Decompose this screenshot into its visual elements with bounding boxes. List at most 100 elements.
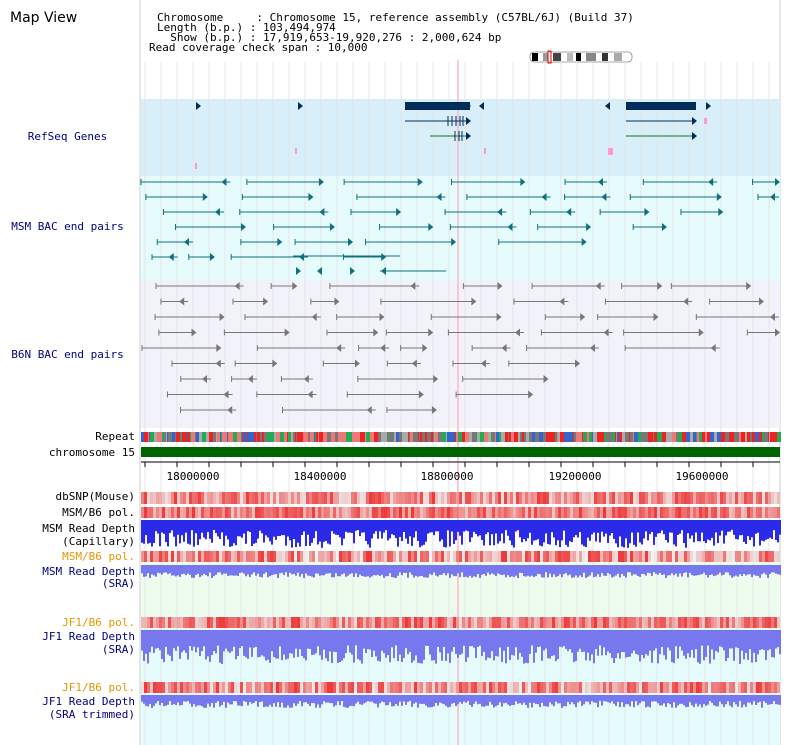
snp-density-cell: [483, 682, 486, 693]
read-depth-bar: [237, 565, 239, 577]
track-label-msm-depth-sra[interactable]: MSM Read Depth: [42, 565, 135, 578]
snp-density-cell: [690, 507, 693, 518]
track-label-dbsnp[interactable]: dbSNP(Mouse): [55, 490, 135, 503]
read-depth-bar: [429, 695, 431, 708]
snp-density-cell: [519, 492, 522, 504]
track-label-b6n-bac[interactable]: B6N BAC end pairs: [11, 348, 124, 361]
read-depth-bar: [745, 565, 747, 576]
read-depth-bar: [739, 695, 741, 701]
read-depth-bar: [305, 520, 307, 546]
read-depth-bar: [561, 695, 563, 708]
read-depth-bar: [521, 565, 523, 574]
repeat-track[interactable]: [141, 432, 781, 442]
gene-arrow: [466, 102, 471, 110]
track-label-jf1-depth-trim[interactable]: JF1 Read Depth: [42, 695, 135, 708]
read-depth-bar: [281, 565, 283, 573]
read-depth-bar: [539, 565, 541, 575]
snp-density-cell: [372, 617, 375, 628]
snp-density-cell: [663, 617, 666, 628]
track-label-msm-b6-pol-2[interactable]: MSM/B6 pol.: [62, 550, 135, 563]
snp-density-cell: [246, 492, 249, 504]
snp-density-cell: [597, 617, 600, 628]
read-depth-bar: [755, 695, 757, 706]
snp-density-cell: [339, 507, 342, 518]
repeat-segment: [725, 432, 729, 442]
read-depth-bar: [713, 520, 715, 546]
snp-density-cell: [735, 617, 738, 628]
read-depth-bar: [275, 520, 277, 540]
snp-density-cell: [723, 617, 726, 628]
snp-density-cell: [396, 492, 399, 504]
track-label-repeat[interactable]: Repeat: [95, 430, 135, 443]
track-label-refseq[interactable]: RefSeq Genes: [27, 130, 108, 143]
read-depth-bar: [517, 630, 519, 660]
read-depth-bar: [675, 520, 677, 547]
bac-end-arrow: [589, 344, 595, 352]
read-depth-bar: [233, 565, 235, 576]
repeat-segment: [469, 432, 472, 442]
read-depth-bar: [751, 565, 753, 578]
read-depth-bar: [427, 630, 429, 647]
read-depth-bar: [637, 695, 639, 706]
read-depth-bar: [163, 520, 165, 534]
heat-tracks[interactable]: [141, 492, 780, 693]
read-depth-bar: [471, 520, 473, 538]
read-depth-tracks[interactable]: [141, 520, 781, 708]
repeat-segment: [508, 432, 509, 442]
read-depth-bar: [763, 520, 765, 542]
snp-density-cell: [243, 682, 246, 693]
snp-density-cell: [432, 682, 435, 693]
msm-bac-track-bg: [141, 176, 780, 280]
read-depth-bar: [419, 695, 421, 704]
snp-density-cell: [450, 551, 453, 562]
snp-density-cell: [186, 617, 189, 628]
snp-density-cell: [729, 492, 732, 504]
read-depth-bar: [341, 520, 343, 546]
read-depth-bar: [473, 630, 475, 648]
snp-density-cell: [651, 551, 654, 562]
msm-bac-end-pairs[interactable]: [140, 178, 780, 275]
read-depth-bar: [143, 565, 145, 577]
track-label-msm-bac[interactable]: MSM BAC end pairs: [11, 220, 124, 233]
snp-density-cell: [351, 617, 354, 628]
snp-density-cell: [459, 551, 462, 562]
track-label-msm-depth-cap[interactable]: MSM Read Depth: [42, 522, 135, 535]
read-depth-bar: [667, 520, 669, 543]
gene-arrow: [692, 132, 697, 140]
snp-density-cell: [567, 682, 570, 693]
snp-density-cell: [666, 492, 669, 504]
read-depth-bar: [267, 565, 269, 578]
snp-density-cell: [339, 492, 342, 504]
read-depth-bar: [639, 565, 641, 577]
chromosome-ideogram[interactable]: [529, 50, 633, 64]
read-depth-bar: [747, 630, 749, 660]
track-label-msm-b6-pol[interactable]: MSM/B6 pol.: [62, 506, 135, 519]
snp-density-cell: [762, 492, 765, 504]
snp-density-cell: [459, 682, 462, 693]
snp-density-cell: [387, 551, 390, 562]
read-depth-bar: [493, 630, 495, 661]
read-depth-bar: [491, 520, 493, 535]
repeat-segment: [250, 432, 254, 442]
track-label-jf1-depth-sra[interactable]: JF1 Read Depth: [42, 630, 135, 643]
repeat-segment: [387, 432, 389, 442]
read-depth-bar: [315, 695, 317, 708]
track-label-jf1-b6-pol-2[interactable]: JF1/B6 pol.: [62, 681, 135, 694]
chromosome-bar[interactable]: [141, 447, 780, 457]
track-label-jf1-b6-pol[interactable]: JF1/B6 pol.: [62, 616, 135, 629]
read-depth-bar: [595, 565, 597, 577]
refseq-genes[interactable]: [195, 102, 711, 169]
repeat-segment: [741, 432, 745, 442]
read-depth-bar: [635, 565, 637, 575]
read-depth-bar: [671, 695, 673, 708]
read-depth-bar: [421, 520, 423, 546]
read-depth-bar: [255, 695, 257, 702]
track-label-chromosome[interactable]: chromosome 15: [48, 446, 135, 459]
repeat-segment: [629, 432, 630, 442]
snp-density-cell: [255, 492, 258, 504]
repeat-segment: [262, 432, 263, 442]
b6n-bac-end-pairs[interactable]: [141, 282, 780, 414]
snp-density-cell: [198, 507, 201, 518]
snp-density-cell: [471, 492, 474, 504]
